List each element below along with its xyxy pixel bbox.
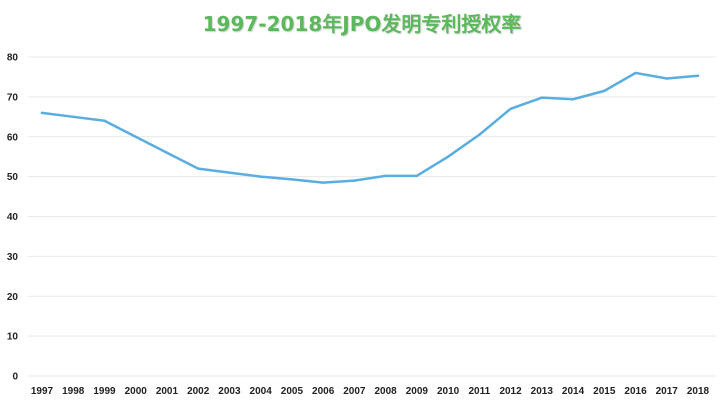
data-point-2010: [446, 155, 450, 158]
y-tick-label: 70: [7, 92, 19, 103]
data-point-2018: [696, 74, 700, 77]
x-tick-label: 2008: [374, 386, 397, 397]
x-tick-label: 2012: [499, 386, 522, 397]
data-point-2009: [415, 174, 419, 178]
data-point-2015: [603, 89, 606, 93]
x-tick-label: 1997: [31, 386, 54, 397]
y-axis-ticks: 0 10 20 30 40 50 60 70 80: [7, 53, 19, 383]
x-tick-label: 2016: [624, 386, 647, 397]
x-tick-label: 2011: [468, 386, 490, 397]
x-tick-label: 2009: [406, 386, 429, 397]
data-point-2006: [321, 181, 325, 184]
data-point-1998: [72, 115, 75, 119]
x-tick-label: 2005: [281, 386, 304, 397]
y-tick-label: 20: [7, 292, 19, 303]
data-point-2000: [134, 135, 137, 138]
y-tick-label: 60: [7, 132, 19, 143]
x-tick-label: 2018: [687, 386, 710, 397]
y-tick-label: 80: [7, 53, 19, 64]
x-tick-label: 1998: [62, 386, 85, 397]
x-tick-label: 2006: [312, 386, 335, 397]
data-point-1999: [103, 119, 106, 123]
data-point-2007: [353, 179, 356, 182]
y-tick-label: 30: [7, 252, 19, 263]
gridlines: [28, 56, 716, 377]
y-tick-label: 10: [7, 332, 19, 343]
data-point-2017: [665, 77, 668, 80]
data-point-2011: [478, 133, 481, 136]
y-tick-label: 0: [12, 372, 18, 383]
data-point-2004: [259, 175, 262, 178]
x-tick-label: 2004: [250, 386, 273, 397]
x-tick-label: 2017: [656, 386, 679, 397]
data-point-2001: [165, 151, 169, 154]
data-point-2005: [290, 178, 294, 181]
x-tick-label: 2013: [531, 386, 554, 397]
x-tick-label: 2000: [125, 386, 148, 397]
data-point-2016: [634, 71, 637, 75]
data-point-2002: [196, 167, 200, 170]
chart-title: 1997-2018年JPO发明专利授权率: [202, 12, 522, 36]
series-line-0: [40, 71, 700, 184]
x-tick-label: 2007: [343, 386, 366, 397]
x-tick-label: 1999: [93, 386, 116, 397]
x-tick-label: 2014: [562, 386, 585, 397]
x-tick-label: 2001: [156, 386, 179, 397]
data-point-2008: [384, 174, 387, 178]
x-tick-label: 2002: [187, 386, 210, 397]
x-tick-label: 2003: [218, 386, 241, 397]
x-tick-label: 2010: [437, 386, 460, 397]
data-point-2003: [228, 171, 231, 174]
x-axis-ticks: 1997 1998 1999 2000 2001 2002 2003 2004 2005 2006…: [31, 386, 710, 397]
data-point-2014: [571, 98, 575, 101]
data-point-2012: [509, 107, 512, 111]
y-tick-label: 40: [7, 212, 19, 223]
x-tick-label: 2015: [593, 386, 616, 397]
series-layer: [40, 71, 700, 184]
data-point-1997: [40, 111, 44, 115]
data-point-2013: [540, 96, 544, 99]
y-tick-label: 50: [7, 172, 19, 183]
